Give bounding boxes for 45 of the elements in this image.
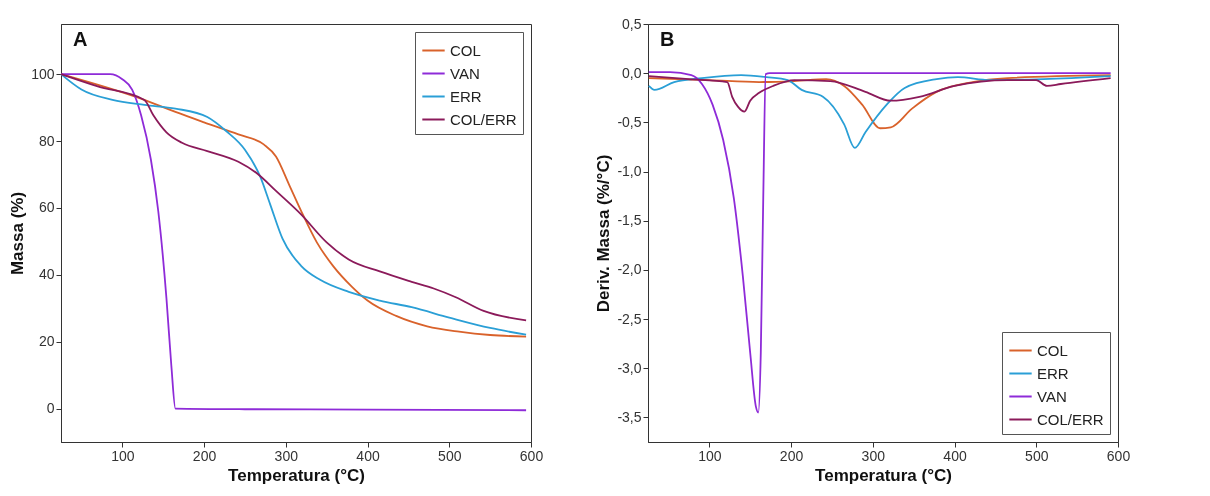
y-tick-label: 0,0 (622, 64, 642, 81)
y-tick-label: 100 (31, 65, 55, 82)
y-tick-label: 0 (46, 400, 55, 417)
annotation: A (73, 28, 88, 50)
y-tick-label: 80 (38, 132, 55, 149)
y-axis-title: Massa (%) (8, 191, 28, 276)
line-series (647, 74, 1112, 130)
legend-label: VAN (450, 64, 480, 82)
legend-label: COL (450, 41, 481, 59)
legend-label: COL/ERR (450, 110, 517, 128)
x-tick-label: 300 (861, 447, 886, 464)
y-tick-label: 40 (38, 266, 55, 283)
y-tick-label: -2,0 (617, 261, 642, 278)
x-tick-label: 500 (1025, 447, 1049, 464)
x-tick-label: 200 (192, 447, 217, 464)
x-tick-label: 600 (519, 447, 544, 464)
y-tick-label: 20 (38, 333, 55, 350)
x-tick-label: 100 (111, 447, 135, 464)
legend-label: COL/ERR (1037, 410, 1104, 428)
x-axis-title: Temperatura (°C) (815, 465, 952, 485)
y-tick-label: -1,5 (617, 212, 642, 229)
line-series (647, 75, 1112, 113)
y-tick-label: -1,0 (617, 163, 642, 180)
y-tick-label: 60 (38, 199, 55, 216)
x-tick-label: 600 (1106, 447, 1131, 464)
x-tick-label: 100 (698, 447, 722, 464)
line-series (647, 74, 1112, 149)
legend-label: COL (1037, 341, 1068, 359)
y-tick-label: -0,5 (617, 113, 642, 130)
line-series (647, 71, 1112, 414)
x-tick-label: 300 (274, 447, 299, 464)
y-tick-label: 0,5 (622, 15, 642, 32)
legend-label: VAN (1037, 387, 1067, 405)
legend-label: ERR (450, 87, 482, 105)
y-tick-label: -2,5 (617, 310, 642, 327)
annotation: B (660, 28, 675, 50)
legend-label: ERR (1037, 364, 1069, 382)
y-tick-label: -3,0 (617, 359, 642, 376)
x-tick-label: 500 (438, 447, 462, 464)
x-tick-label: 200 (779, 447, 804, 464)
y-tick-label: -3,5 (617, 408, 642, 425)
x-tick-label: 400 (943, 447, 967, 464)
x-axis-title: Temperatura (°C) (228, 465, 365, 485)
x-tick-label: 400 (356, 447, 380, 464)
y-axis-title: Deriv. Massa (%/°C) (594, 154, 614, 313)
